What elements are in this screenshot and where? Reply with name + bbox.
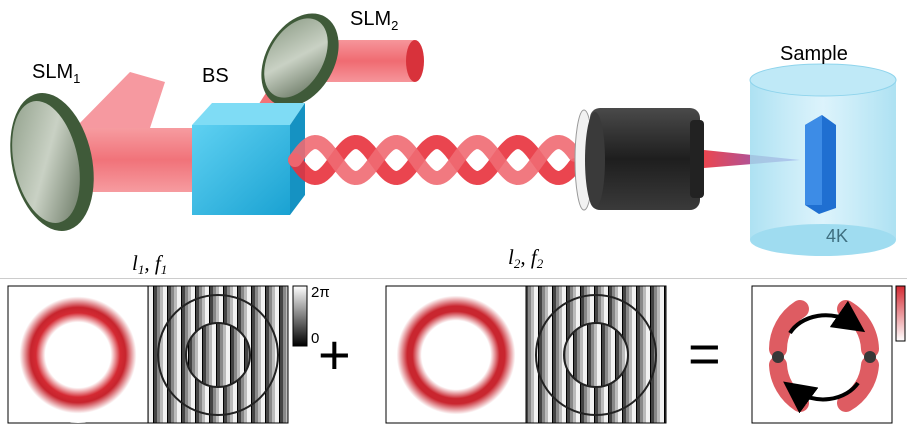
beam2-params: l2, f2 bbox=[508, 245, 544, 271]
cryostat bbox=[749, 63, 897, 256]
rotation-arrow-top bbox=[788, 300, 866, 335]
slm2-label: SLM2 bbox=[350, 8, 398, 33]
helical-beam bbox=[288, 134, 582, 186]
phase-panel-1 bbox=[147, 285, 289, 424]
optical-setup: SLM1 SLM2 BS Sample 4K l1, f1 l2, f2 bbox=[10, 8, 897, 277]
phase-panel-2 bbox=[525, 285, 667, 424]
intensity-panel-1 bbox=[7, 285, 149, 424]
colorbar-min-label: 0 bbox=[311, 330, 319, 347]
colorbar-max-label: 2π bbox=[311, 284, 330, 301]
slm1-mirror bbox=[10, 93, 94, 231]
rotation-arrow-bottom bbox=[783, 381, 860, 414]
section-divider bbox=[0, 278, 907, 279]
sample-label: Sample bbox=[780, 43, 848, 65]
bs-label: BS bbox=[202, 65, 229, 87]
temperature-label: 4K bbox=[826, 226, 848, 246]
beam-slm2-end bbox=[406, 40, 424, 82]
plus-operator: + bbox=[318, 323, 351, 386]
beam-slm1-diagonal bbox=[75, 72, 165, 128]
slm2-mirror bbox=[261, 13, 339, 107]
beam1-params: l1, f1 bbox=[132, 251, 167, 277]
beam-combination-panels: 2π 0 + = bbox=[7, 284, 906, 424]
phase-colorbar: 2π 0 bbox=[292, 284, 330, 347]
sample-slab bbox=[805, 115, 836, 214]
intensity-panel-2 bbox=[385, 285, 527, 424]
result-panel bbox=[751, 285, 893, 424]
objective-lens bbox=[574, 108, 704, 211]
beam-splitter-cube bbox=[192, 103, 305, 215]
equals-operator: = bbox=[688, 322, 721, 385]
slm1-label: SLM1 bbox=[32, 61, 80, 86]
intensity-colorbar bbox=[895, 285, 906, 342]
